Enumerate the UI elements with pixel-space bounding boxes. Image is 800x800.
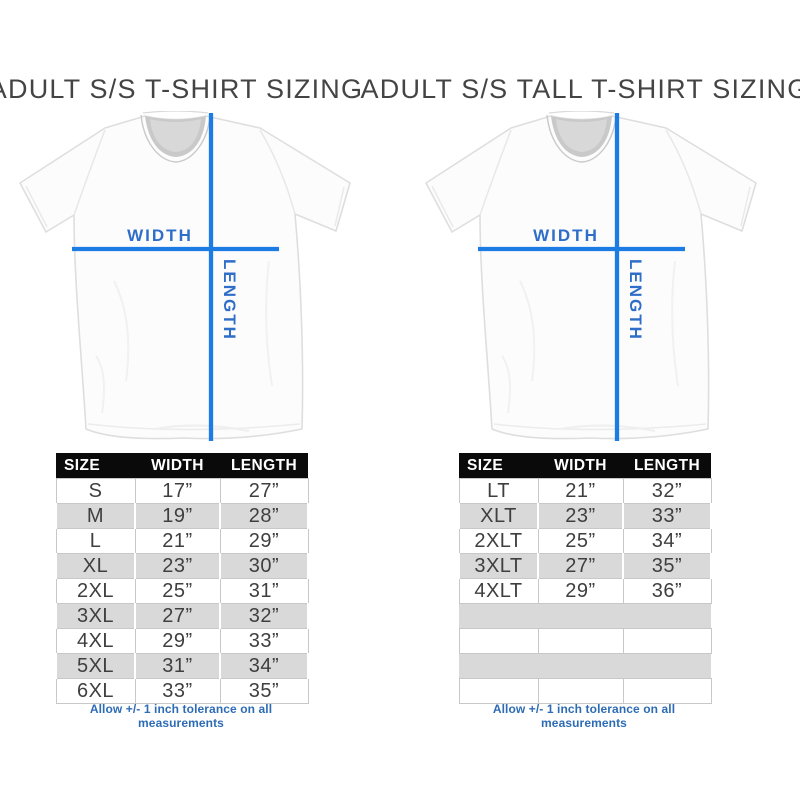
table-cell: 21” [134,528,221,554]
table-row: 3XLT 27” 35” [458,553,712,579]
table-row: M 19” 28” [55,503,309,529]
table-cell [458,628,539,654]
table-row: 3XL 27” 32” [55,603,309,629]
table-row [459,603,711,629]
table-cell: 29” [219,528,309,554]
table-cell [622,678,712,704]
table-row: 6XL 33” 35” [55,678,309,704]
column-header: SIZE [56,453,135,479]
table-row [458,628,712,654]
table-header-row: SIZE WIDTH LENGTH [459,453,711,479]
table-cell: 21” [537,478,624,504]
table-cell: XL [55,553,136,579]
table-row: XL 23” 30” [55,553,309,579]
table-cell [458,678,539,704]
column-header: LENGTH [220,453,308,479]
table-cell: 33” [134,678,221,704]
table-cell: 31” [219,578,309,604]
table-cell: 23” [537,503,624,529]
table-cell: 5XL [55,653,136,679]
column-header: WIDTH [538,453,623,479]
left-chart-title: ADULT S/S T-SHIRT SIZING [0,74,364,104]
table-cell: 27” [537,553,624,579]
table-cell-empty [459,603,711,629]
table-row: 4XL 29” 33” [55,628,309,654]
table-cell: LT [458,478,539,504]
table-cell: L [55,528,136,554]
table-cell [622,628,712,654]
table-row [458,678,712,704]
table-cell: 34” [219,653,309,679]
table-cell [537,628,624,654]
table-cell: 27” [134,603,221,629]
table-cell: 25” [537,528,624,554]
table-cell: S [55,478,136,504]
length-label: LENGTH [626,259,645,341]
column-header: SIZE [459,453,538,479]
left-size-table: SIZE WIDTH LENGTH S 17” 27” M 19” 28” L 21” 29” XL 2… [55,453,309,704]
width-label: WIDTH [127,226,193,245]
table-row: L 21” 29” [55,528,309,554]
table-row: XLT 23” 33” [458,503,712,529]
right-tshirt-diagram: WIDTH LENGTH [420,110,772,445]
right-tolerance-note: Allow +/- 1 inch tolerance on all measur… [492,702,676,730]
table-cell: 34” [622,528,712,554]
table-body: LT 21” 32” XLT 23” 33” 2XLT 25” 34” 3XLT 27” 35” 4XL… [458,478,712,704]
right-size-table: SIZE WIDTH LENGTH LT 21” 32” XLT 23” 33” 2XLT 25”… [458,453,712,704]
table-cell: XLT [458,503,539,529]
table-cell: 35” [622,553,712,579]
tshirt-illustration: WIDTH LENGTH [425,110,757,441]
table-row [459,653,711,679]
table-row: 4XLT 29” 36” [458,578,712,604]
table-row: S 17” 27” [55,478,309,504]
table-cell: 28” [219,503,309,529]
table-header-row: SIZE WIDTH LENGTH [56,453,308,479]
table-cell: 27” [219,478,309,504]
table-cell: 29” [537,578,624,604]
table-cell: 19” [134,503,221,529]
column-header: LENGTH [623,453,711,479]
table-cell [537,678,624,704]
table-cell: 29” [134,628,221,654]
table-cell: 23” [134,553,221,579]
table-cell: M [55,503,136,529]
table-cell: 33” [622,503,712,529]
table-cell: 6XL [55,678,136,704]
tshirt-body [425,110,757,440]
table-cell: 17” [134,478,221,504]
table-cell: 4XL [55,628,136,654]
width-label: WIDTH [533,226,599,245]
table-cell: 30” [219,553,309,579]
table-cell: 4XLT [458,578,539,604]
table-cell: 36” [622,578,712,604]
table-cell-empty [459,653,711,679]
table-cell: 35” [219,678,309,704]
table-row: 2XL 25” 31” [55,578,309,604]
table-cell: 3XL [55,603,136,629]
left-tolerance-note: Allow +/- 1 inch tolerance on all measur… [89,702,273,730]
right-chart-title: ADULT S/S TALL T-SHIRT SIZING [360,74,800,104]
left-tshirt-diagram: WIDTH LENGTH [14,110,366,445]
tshirt-body [19,110,351,440]
table-row: 2XLT 25” 34” [458,528,712,554]
length-label: LENGTH [220,259,239,341]
table-cell: 2XLT [458,528,539,554]
table-cell: 2XL [55,578,136,604]
table-cell: 25” [134,578,221,604]
table-cell: 3XLT [458,553,539,579]
tshirt-illustration: WIDTH LENGTH [19,110,351,441]
table-cell: 32” [219,603,309,629]
table-row: 5XL 31” 34” [55,653,309,679]
table-body: S 17” 27” M 19” 28” L 21” 29” XL 23” 30” 2XL 25” 31” 3X… [55,478,309,704]
table-cell: 33” [219,628,309,654]
table-cell: 31” [134,653,221,679]
table-row: LT 21” 32” [458,478,712,504]
table-cell: 32” [622,478,712,504]
column-header: WIDTH [135,453,220,479]
